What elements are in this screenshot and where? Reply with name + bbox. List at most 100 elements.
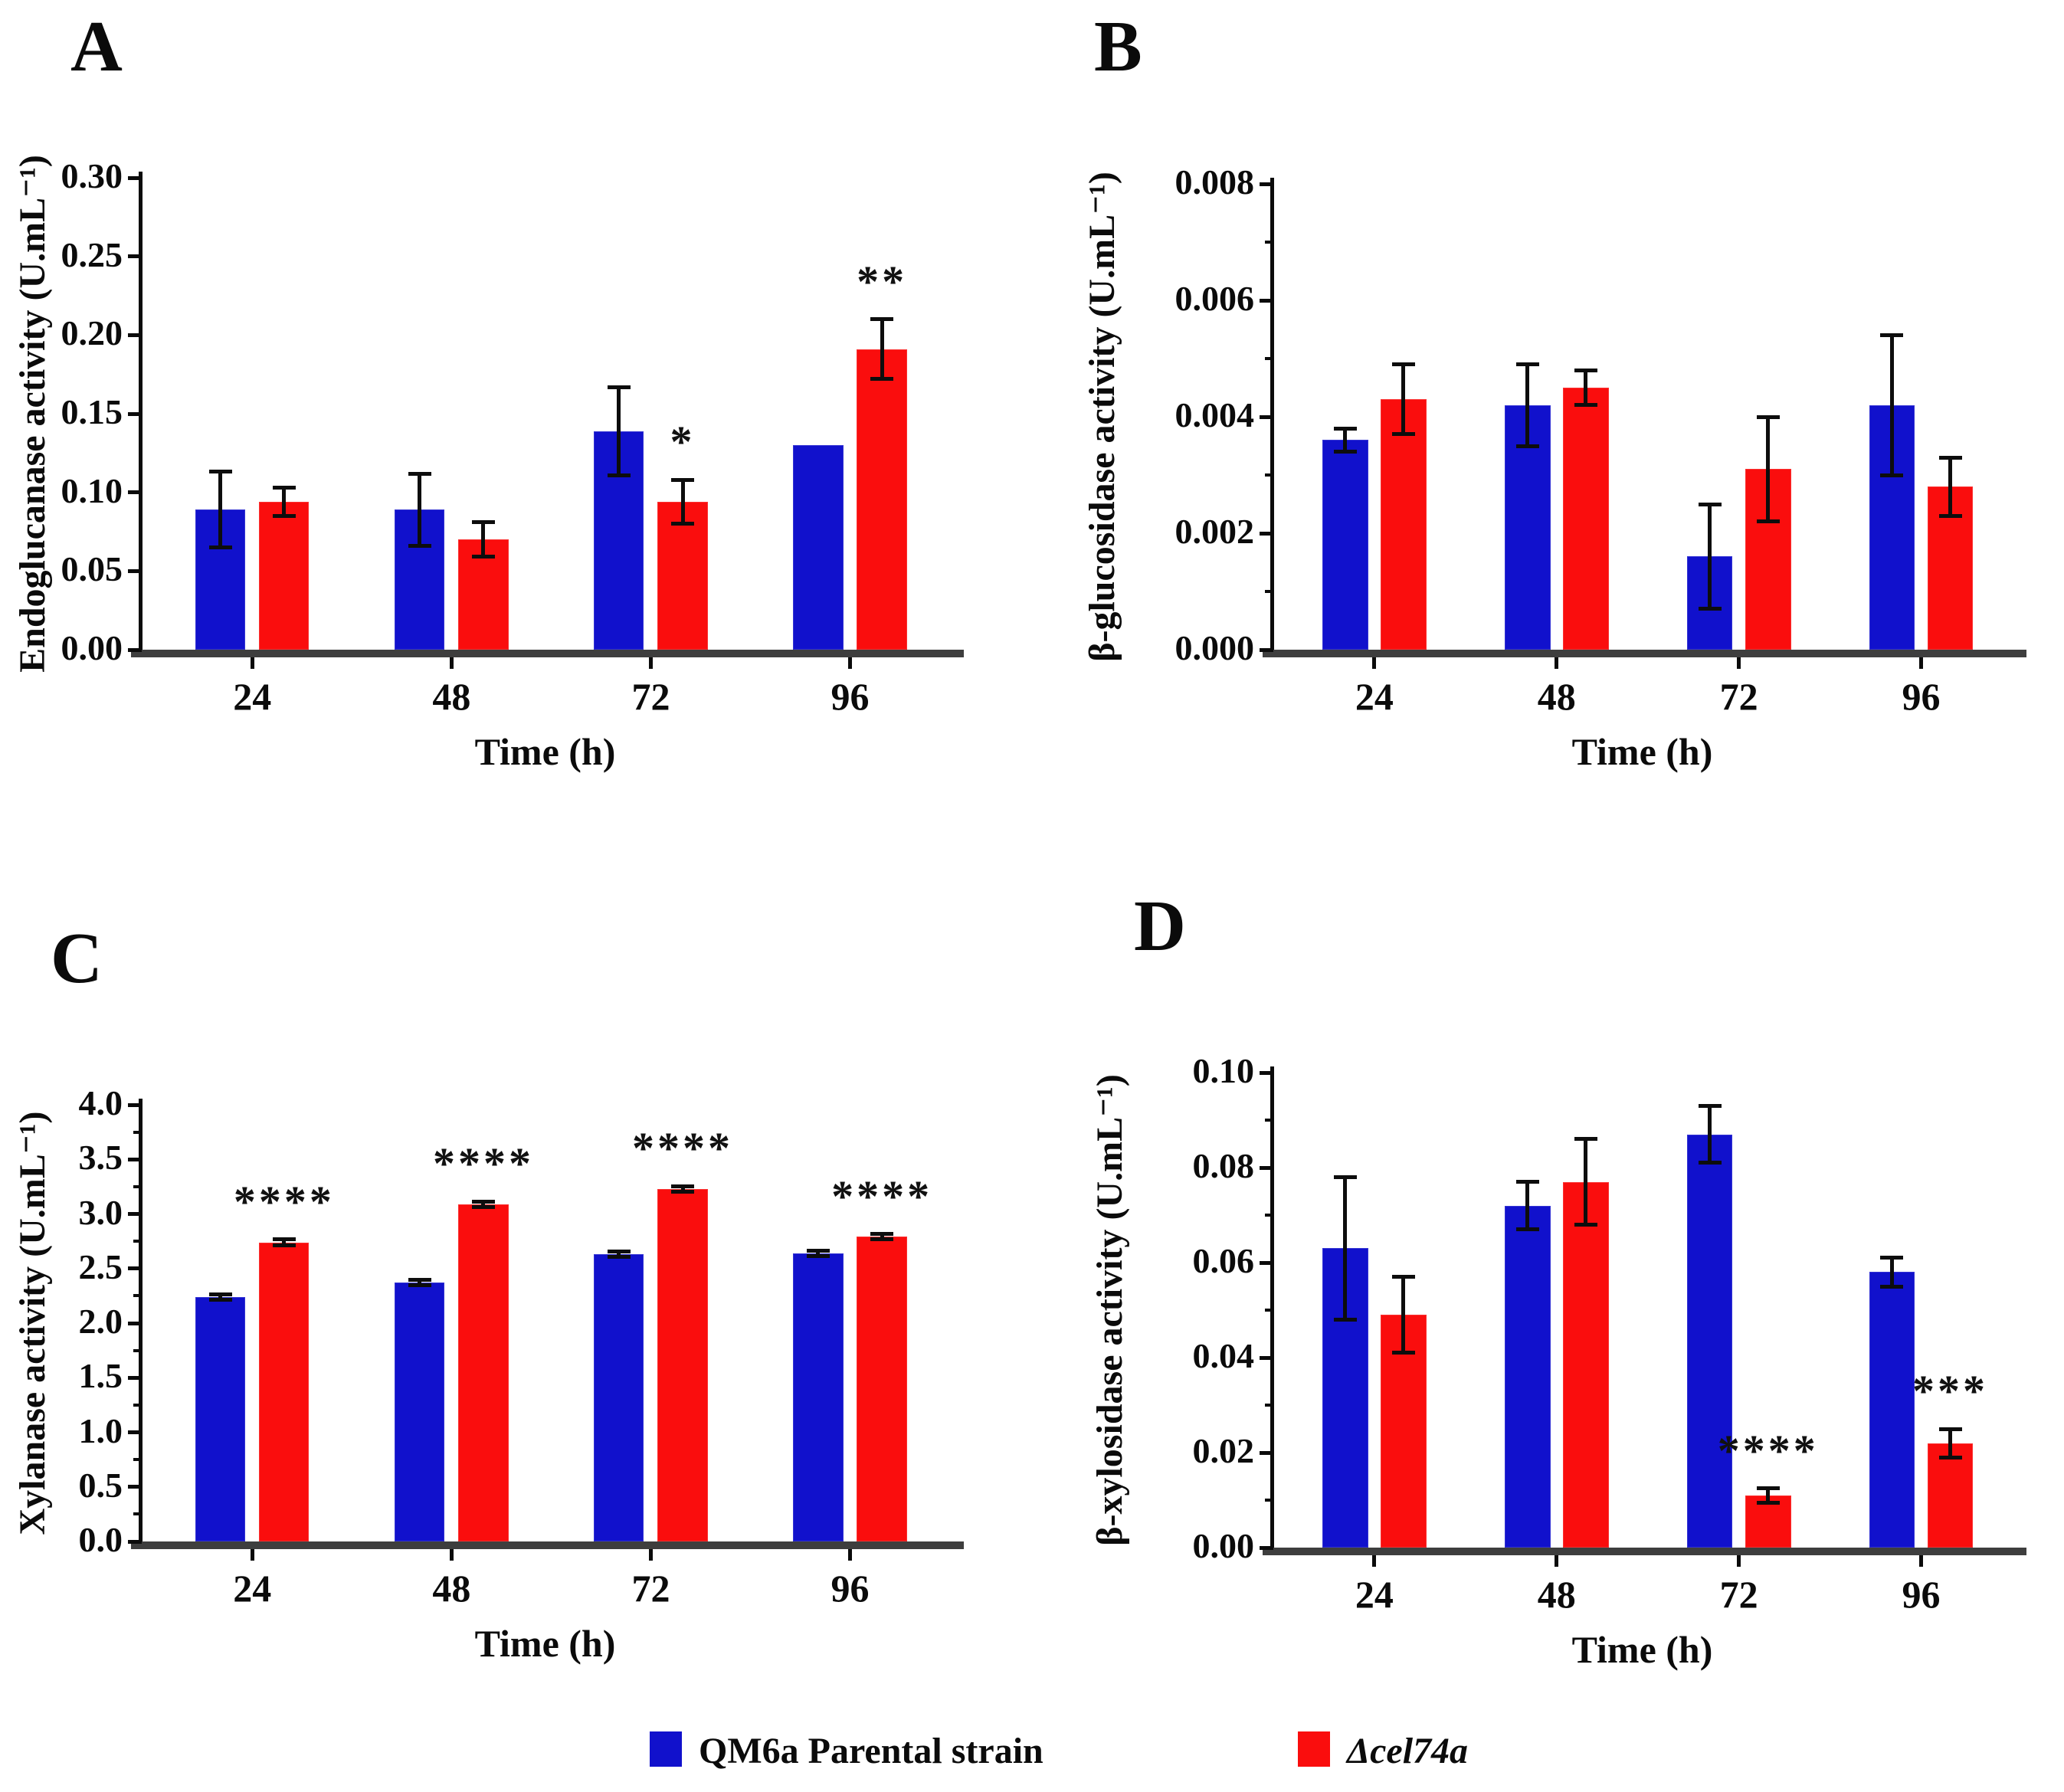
y-tick-C xyxy=(128,1321,142,1325)
y-axis-title-C: Xylanase activity (U.mL⁻¹) xyxy=(12,1111,53,1535)
y-tick-D xyxy=(1260,1165,1273,1170)
error-cap-bottom-D-24-s0 xyxy=(1333,1317,1357,1322)
error-bar-A-48-s1 xyxy=(481,522,486,557)
panel-letter-C: C xyxy=(51,919,103,998)
error-cap-bottom-B-72-s1 xyxy=(1756,519,1780,524)
bar-A-24-s1 xyxy=(259,501,310,650)
x-tick-C xyxy=(648,1549,653,1561)
x-tick-label-D: 96 xyxy=(1902,1573,1941,1616)
y-tick-label-D: 0.10 xyxy=(1192,1051,1255,1090)
y-tick-A xyxy=(128,568,142,573)
x-tick-C xyxy=(449,1549,454,1561)
x-tick-label-B: 96 xyxy=(1902,675,1941,718)
x-tick-label-B: 72 xyxy=(1719,675,1758,718)
error-cap-bottom-B-24-s1 xyxy=(1391,432,1415,437)
y-tick-label-B: 0.006 xyxy=(1175,279,1255,318)
significance-stars-D-72: **** xyxy=(1717,1425,1819,1476)
error-cap-bottom-C-48-s0 xyxy=(408,1283,431,1288)
error-cap-top-D-48-s1 xyxy=(1574,1137,1597,1142)
error-bar-C-48-s1 xyxy=(481,1201,486,1207)
error-cap-top-D-24-s1 xyxy=(1391,1275,1415,1279)
error-cap-top-C-48-s0 xyxy=(408,1278,431,1283)
y-tick-label-D: 0.00 xyxy=(1192,1526,1255,1565)
error-cap-top-C-96-s0 xyxy=(806,1248,830,1253)
error-cap-top-A-72-s1 xyxy=(671,477,695,482)
y-tick-C xyxy=(128,1157,142,1161)
y-minor-tick-C xyxy=(133,1403,142,1407)
bar-C-96-s0 xyxy=(793,1253,844,1541)
y-minor-tick-C xyxy=(133,1294,142,1298)
y-axis-C xyxy=(139,1099,143,1543)
x-tick-label-C: 96 xyxy=(831,1567,870,1610)
error-cap-bottom-A-24-s1 xyxy=(272,513,296,518)
x-tick-B xyxy=(1555,657,1559,669)
error-bar-C-24-s0 xyxy=(218,1294,223,1300)
y-minor-tick-C xyxy=(133,1348,142,1352)
bar-C-24-s0 xyxy=(195,1296,246,1541)
bar-D-96-s0 xyxy=(1869,1272,1915,1548)
y-tick-A xyxy=(128,175,142,180)
error-cap-top-B-48-s1 xyxy=(1574,368,1597,372)
y-axis-title-A: Endoglucanase activity (U.mL⁻¹) xyxy=(12,155,53,673)
error-cap-bottom-A-96-s1 xyxy=(870,377,894,382)
x-axis-title-A: Time (h) xyxy=(474,730,616,773)
error-cap-bottom-C-72-s1 xyxy=(671,1189,695,1194)
legend-label-cel74a: Δcel74a xyxy=(1347,1731,1469,1771)
error-bar-D-24-s1 xyxy=(1401,1276,1406,1353)
error-bar-C-96-s0 xyxy=(816,1250,821,1256)
y-minor-tick-C xyxy=(133,1130,142,1134)
error-bar-A-72-s1 xyxy=(680,480,685,524)
error-cap-top-B-96-s0 xyxy=(1880,333,1904,338)
error-cap-bottom-A-72-s0 xyxy=(607,473,631,477)
x-tick-A xyxy=(648,657,653,669)
x-tick-label-C: 24 xyxy=(233,1567,272,1610)
panel-letter-A: A xyxy=(70,7,123,87)
y-minor-tick-C xyxy=(133,1184,142,1188)
y-axis-A xyxy=(139,172,143,651)
y-tick-label-A: 0.15 xyxy=(61,392,123,431)
bar-C-72-s0 xyxy=(594,1254,644,1541)
y-tick-label-B: 0.008 xyxy=(1175,162,1255,201)
x-axis-B xyxy=(1263,650,2026,657)
x-tick-A xyxy=(848,657,853,669)
bar-A-72-s1 xyxy=(657,501,708,650)
y-axis-D xyxy=(1270,1066,1274,1549)
error-cap-bottom-B-72-s0 xyxy=(1698,607,1722,611)
y-tick-label-C: 1.5 xyxy=(78,1356,123,1396)
y-axis-title-D: β-xylosidase activity (U.mL⁻¹) xyxy=(1089,1074,1130,1546)
error-cap-top-C-48-s1 xyxy=(471,1199,495,1204)
x-tick-label-D: 72 xyxy=(1719,1573,1758,1616)
x-tick-label-D: 48 xyxy=(1537,1573,1576,1616)
bar-D-72-s0 xyxy=(1686,1134,1733,1548)
y-minor-tick-D xyxy=(1265,1214,1273,1217)
y-tick-C xyxy=(128,1539,142,1544)
y-tick-A xyxy=(128,490,142,495)
y-minor-tick-B xyxy=(1265,357,1273,360)
y-tick-label-C: 1.0 xyxy=(78,1410,123,1450)
y-tick-C xyxy=(128,1430,142,1434)
y-minor-tick-D xyxy=(1265,1499,1273,1502)
bar-C-24-s1 xyxy=(259,1242,310,1541)
error-cap-bottom-D-72-s1 xyxy=(1756,1500,1780,1505)
y-tick-D xyxy=(1260,1070,1273,1075)
error-cap-bottom-B-96-s0 xyxy=(1880,473,1904,477)
x-tick-B xyxy=(1737,657,1741,669)
y-tick-label-C: 2.0 xyxy=(78,1302,123,1341)
error-cap-top-A-48-s0 xyxy=(408,471,431,476)
y-minor-tick-B xyxy=(1265,241,1273,244)
y-minor-tick-D xyxy=(1265,1309,1273,1312)
error-cap-top-A-96-s1 xyxy=(870,317,894,322)
y-tick-B xyxy=(1260,531,1273,536)
error-cap-top-B-96-s1 xyxy=(1938,455,1962,460)
y-tick-label-A: 0.30 xyxy=(61,156,123,195)
y-tick-A xyxy=(128,254,142,259)
error-cap-top-C-24-s1 xyxy=(272,1237,296,1242)
error-cap-top-B-24-s1 xyxy=(1391,362,1415,367)
y-tick-label-C: 3.0 xyxy=(78,1192,123,1232)
bar-A-96-s0 xyxy=(793,445,844,650)
y-minor-tick-C xyxy=(133,1458,142,1462)
error-cap-bottom-A-72-s1 xyxy=(671,522,695,526)
error-bar-D-48-s1 xyxy=(1584,1138,1588,1225)
error-cap-top-C-72-s1 xyxy=(671,1184,695,1188)
bar-C-48-s1 xyxy=(458,1204,509,1541)
